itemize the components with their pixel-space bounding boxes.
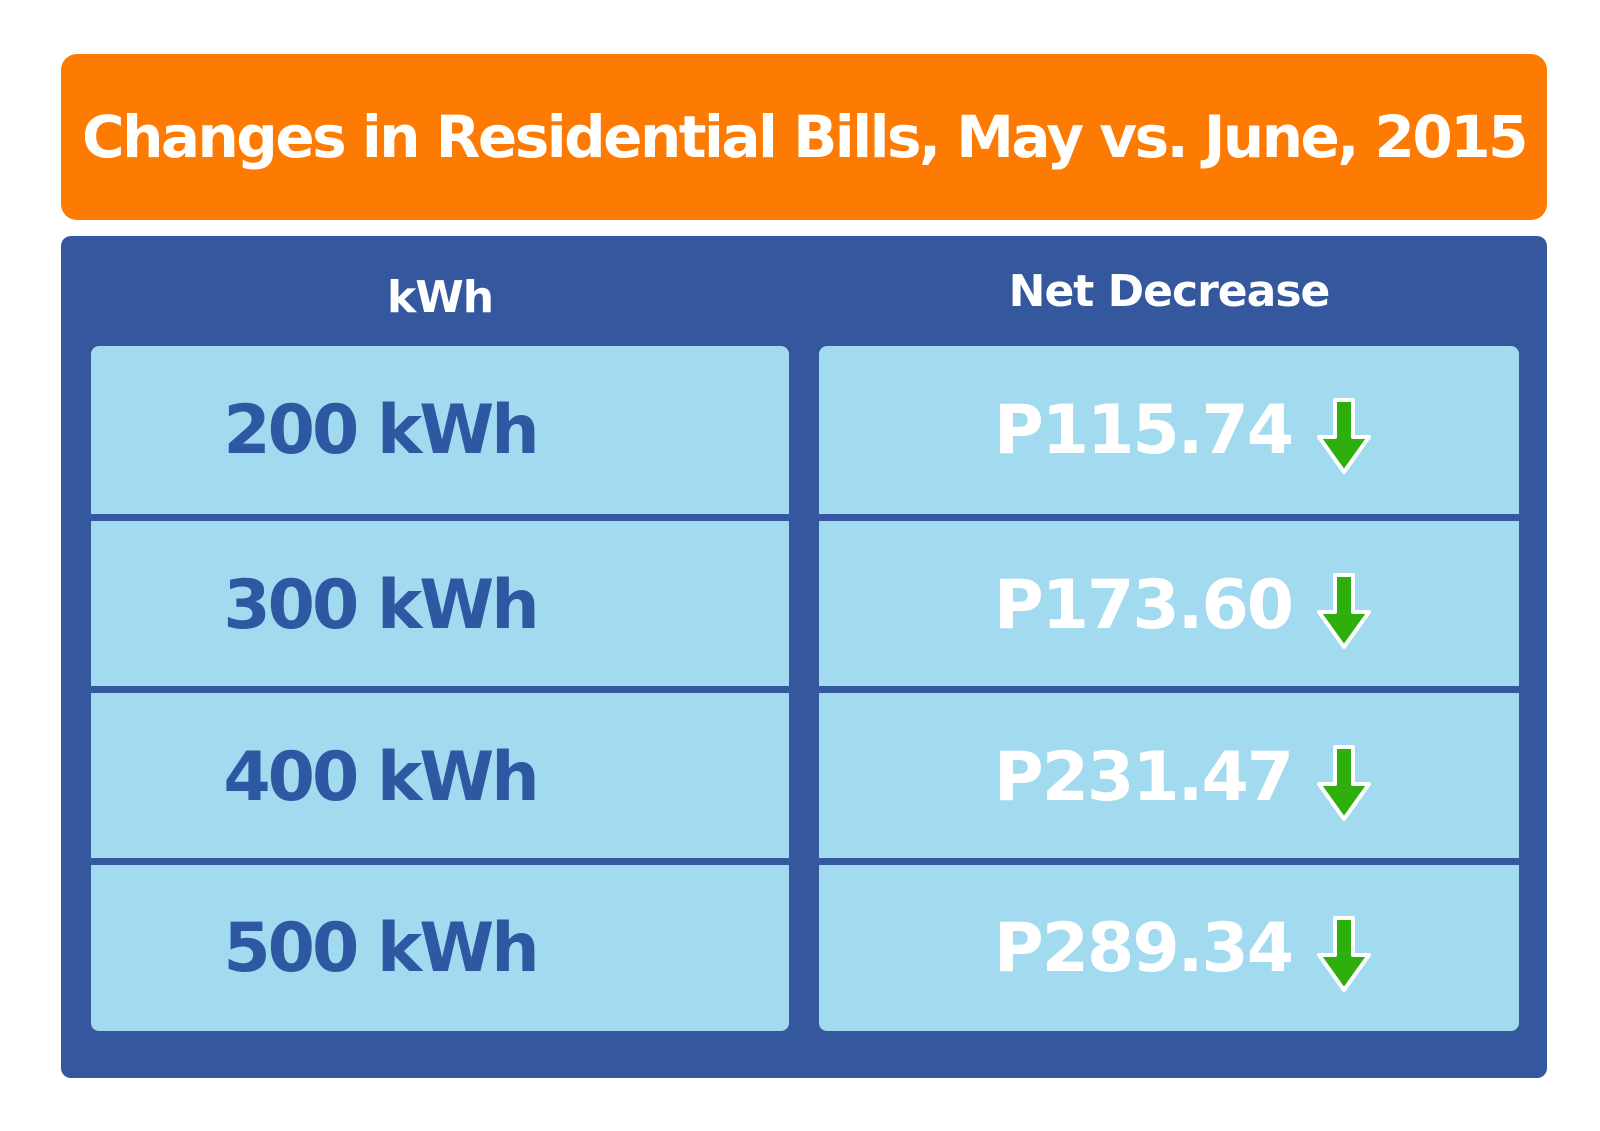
table-row: 400 kWh	[91, 693, 789, 861]
kwh-value: 200 kWh	[223, 390, 539, 470]
table-row: 500 kWh	[91, 865, 789, 1031]
down-arrow-icon	[1317, 745, 1372, 821]
net-decrease-column: P115.74 P173.60 P231.47 P289.34	[819, 346, 1519, 1031]
kwh-value: 300 kWh	[223, 565, 539, 645]
net-decrease-value: P231.47	[993, 737, 1294, 817]
down-arrow-icon	[1317, 398, 1372, 474]
column-header-kwh: kWh	[386, 272, 494, 323]
table-row: P289.34	[819, 865, 1519, 1031]
table-panel: kWh Net Decrease 200 kWh 300 kWh 400 kWh…	[61, 236, 1547, 1078]
row-divider	[819, 858, 1519, 865]
down-arrow-icon	[1317, 916, 1372, 992]
row-divider	[91, 858, 789, 865]
title-banner: Changes in Residential Bills, May vs. Ju…	[61, 54, 1547, 220]
down-arrow-icon	[1317, 573, 1372, 649]
row-divider	[91, 514, 789, 521]
kwh-value: 500 kWh	[223, 908, 539, 988]
chart-title: Changes in Residential Bills, May vs. Ju…	[82, 103, 1528, 171]
table-row: 200 kWh	[91, 346, 789, 514]
kwh-value: 400 kWh	[223, 737, 539, 817]
row-divider	[819, 686, 1519, 693]
kwh-column: 200 kWh 300 kWh 400 kWh 500 kWh	[91, 346, 789, 1031]
column-header-net-decrease: Net Decrease	[1008, 266, 1331, 317]
table-row: P231.47	[819, 693, 1519, 861]
net-decrease-value: P173.60	[993, 565, 1294, 645]
net-decrease-value: P115.74	[993, 390, 1294, 470]
row-divider	[91, 686, 789, 693]
table-row: P115.74	[819, 346, 1519, 514]
table-row: 300 kWh	[91, 521, 789, 689]
row-divider	[819, 514, 1519, 521]
net-decrease-value: P289.34	[993, 908, 1294, 988]
table-row: P173.60	[819, 521, 1519, 689]
